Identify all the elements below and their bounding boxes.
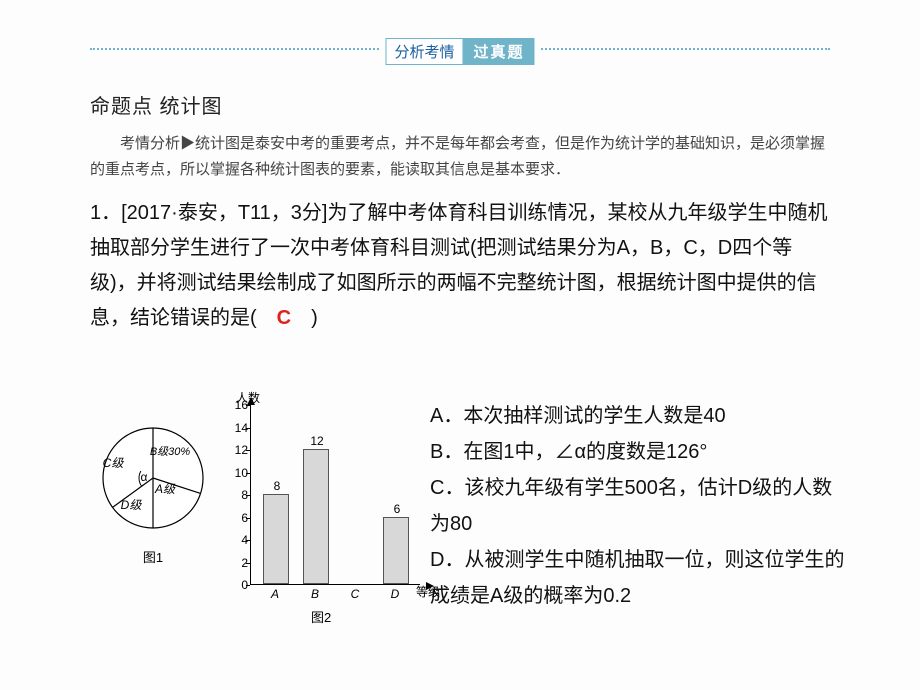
svg-text:C级: C级 <box>103 456 125 470</box>
badge-left-text: 分析考情 <box>385 38 463 65</box>
bar-value-label: 6 <box>384 502 410 516</box>
svg-text:α: α <box>141 470 148 484</box>
option-b: B．在图1中，∠α的度数是126° <box>430 434 850 470</box>
x-tick-label: B <box>302 587 328 601</box>
bar-axis: 8126 <box>250 405 420 585</box>
x-tick-label: C <box>342 587 368 601</box>
y-tick-label: 2 <box>224 556 248 570</box>
x-tick-label: A <box>262 587 288 601</box>
question-text: 1．[2017·泰安，T11，3分]为了解中考体育科目训练情况，某校从九年级学生… <box>90 196 830 336</box>
bar-A: 8 <box>263 494 289 584</box>
y-tick-label: 0 <box>224 578 248 592</box>
y-tick-label: 8 <box>224 488 248 502</box>
y-tick-label: 4 <box>224 533 248 547</box>
analysis-text: 考情分析▶统计图是泰安中考的重要考点，并不是每年都会考查，但是作为统计学的基础知… <box>90 131 830 182</box>
y-tick-label: 12 <box>224 443 248 457</box>
bar-chart: 人数 8126 等级 图2 0246810121416ABCD <box>226 395 426 615</box>
options-block: A．本次抽样测试的学生人数是40 B．在图1中，∠α的度数是126° C．该校九… <box>430 398 850 614</box>
bar-B: 12 <box>303 449 329 584</box>
pie-caption: 图1 <box>88 547 218 566</box>
bar-value-label: 8 <box>264 479 290 493</box>
figure-area: B级30%A级D级C级α 图1 人数 8126 等级 图2 0246810121… <box>88 395 418 635</box>
bar-D: 6 <box>383 517 409 585</box>
question-suffix: ) <box>291 307 318 329</box>
option-d: D．从被测学生中随机抽取一位，则这位学生的成绩是A级的概率为0.2 <box>430 542 850 614</box>
svg-text:B级30%: B级30% <box>150 445 191 458</box>
y-tick-label: 6 <box>224 511 248 525</box>
svg-text:D级: D级 <box>121 498 143 512</box>
y-tick-label: 10 <box>224 466 248 480</box>
answer-letter: C <box>277 307 291 329</box>
y-tick-label: 14 <box>224 421 248 435</box>
badge-right-text: 过真题 <box>464 38 535 65</box>
x-tick-label: D <box>382 587 408 601</box>
question-prefix: 1．[2017·泰安，T11，3分]为了解中考体育科目训练情况，某校从九年级学生… <box>90 202 828 329</box>
section-title: 命题点 统计图 <box>90 90 830 119</box>
bar-value-label: 12 <box>304 434 330 448</box>
option-a: A．本次抽样测试的学生人数是40 <box>430 398 850 434</box>
y-tick-label: 16 <box>224 398 248 412</box>
header-badge: 分析考情 过真题 <box>379 38 540 65</box>
pie-chart: B级30% A级 D级 C级 α 图1 <box>88 423 218 566</box>
bar-caption: 图2 <box>311 607 331 626</box>
main-content: 命题点 统计图 考情分析▶统计图是泰安中考的重要考点，并不是每年都会考查，但是作… <box>90 90 830 336</box>
pie-svg: B级30% A级 D级 C级 α <box>93 423 213 538</box>
option-c: C．该校九年级有学生500名，估计D级的人数为80 <box>430 470 850 542</box>
svg-text:A级: A级 <box>154 482 176 496</box>
